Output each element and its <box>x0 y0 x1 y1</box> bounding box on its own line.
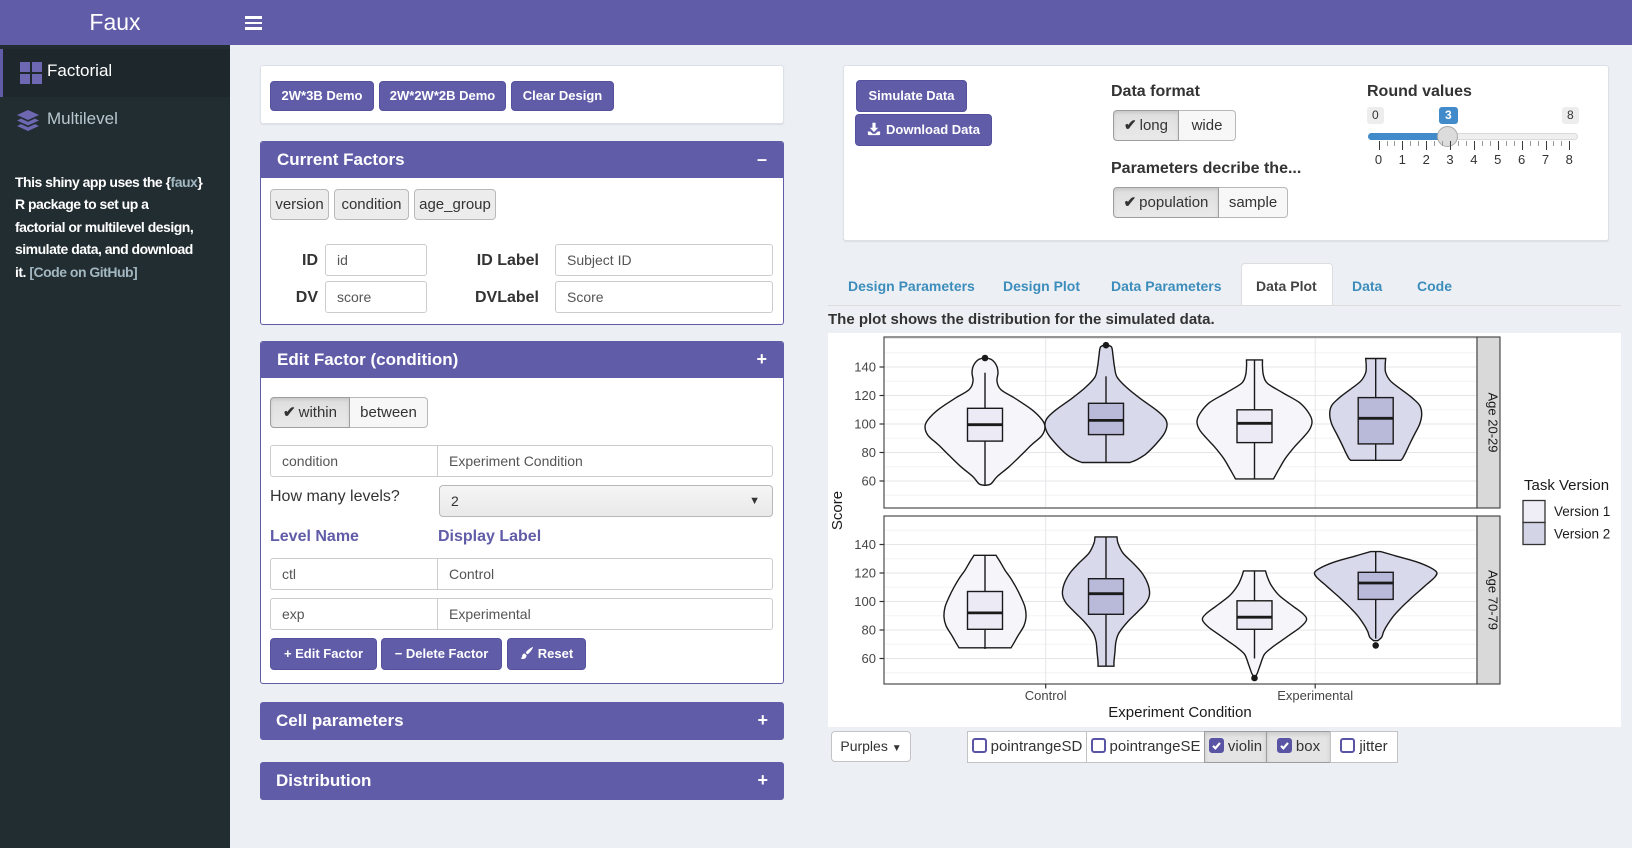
svg-text:100: 100 <box>854 594 876 609</box>
svg-text:140: 140 <box>854 537 876 552</box>
svg-text:Score: Score <box>829 491 846 530</box>
svg-text:120: 120 <box>854 388 876 403</box>
svg-text:Control: Control <box>1025 688 1067 703</box>
svg-text:Task Version: Task Version <box>1524 477 1609 494</box>
svg-text:80: 80 <box>862 623 876 638</box>
svg-text:80: 80 <box>862 445 876 460</box>
svg-text:Version 2: Version 2 <box>1554 527 1610 542</box>
svg-text:60: 60 <box>862 651 876 666</box>
svg-text:120: 120 <box>854 566 876 581</box>
svg-text:Version 1: Version 1 <box>1554 504 1610 519</box>
svg-text:Age 20-29: Age 20-29 <box>1486 393 1501 453</box>
svg-text:Experiment Condition: Experiment Condition <box>1108 704 1251 721</box>
svg-text:Age 70-79: Age 70-79 <box>1486 570 1501 630</box>
svg-text:100: 100 <box>854 417 876 432</box>
svg-text:60: 60 <box>862 474 876 489</box>
svg-text:Experimental: Experimental <box>1277 688 1353 703</box>
svg-text:140: 140 <box>854 360 876 375</box>
